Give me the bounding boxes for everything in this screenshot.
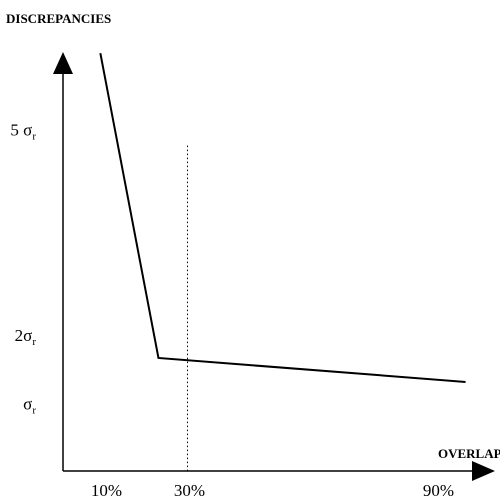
x-tick-label: 90% xyxy=(423,481,454,500)
y-tick-labels: σr 2σr 5 σr xyxy=(10,121,36,417)
series-line-0 xyxy=(99,52,466,383)
y-tick-label: 5 σr xyxy=(10,121,36,143)
x-axis-title: OVERLAP xyxy=(438,446,500,461)
x-axis-arrowhead xyxy=(472,461,495,481)
x-tick-label: 10% xyxy=(91,481,122,500)
x-tick-labels: 10% 30% 90% xyxy=(91,481,454,500)
y-axis-title: DISCREPANCIES xyxy=(6,11,111,26)
series-group xyxy=(99,52,466,383)
y-tick-label: 2σr xyxy=(15,326,37,348)
y-axis-arrowhead xyxy=(53,52,73,74)
x-tick-label: 30% xyxy=(174,481,205,500)
y-tick-label: σr xyxy=(23,395,36,417)
